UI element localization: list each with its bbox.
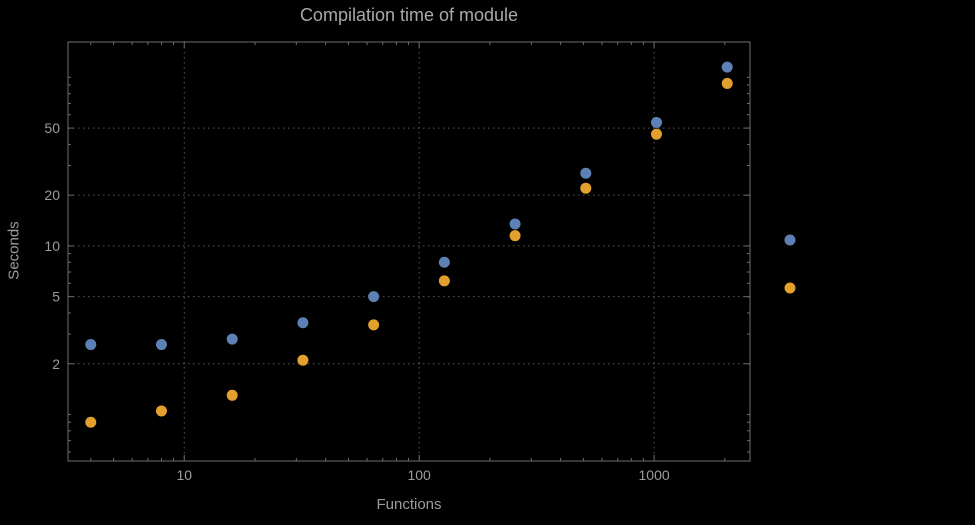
point-series-2-x1024 [651, 128, 663, 140]
chart-title: Compilation time of module [299, 5, 519, 25]
point-series-2-x16 [226, 389, 238, 401]
x-tick-label-1000: 1000 [639, 467, 670, 483]
y-tick-label-5: 5 [52, 289, 60, 305]
y-tick-label-10: 10 [44, 238, 60, 254]
point-series-1-x8 [155, 339, 167, 351]
point-series-1-x1024 [651, 116, 663, 128]
point-series-2-x8 [155, 405, 167, 417]
point-series-2-x32 [297, 354, 309, 366]
point-series-1-x512 [580, 167, 592, 179]
y-tick-label-20: 20 [44, 187, 60, 203]
point-series-1-x16 [226, 333, 238, 345]
legend-marker-series-1 [784, 234, 796, 246]
point-series-2-x256 [509, 230, 521, 242]
plot-frame [67, 41, 751, 462]
point-series-1-x2048 [721, 61, 733, 73]
point-series-2-x4 [85, 416, 97, 428]
x-tick-label-10: 10 [176, 467, 192, 483]
point-series-2-x512 [580, 182, 592, 194]
x-tick-label-100: 100 [407, 467, 431, 483]
point-series-1-x64 [368, 291, 380, 303]
point-series-2-x64 [368, 319, 380, 331]
point-series-1-x256 [509, 218, 521, 230]
point-series-2-x128 [438, 275, 450, 287]
y-tick-label-50: 50 [44, 120, 60, 136]
point-series-1-x128 [438, 256, 450, 268]
point-series-1-x32 [297, 317, 309, 329]
x-axis-label: Functions [376, 496, 442, 513]
legend-marker-series-2 [784, 282, 796, 294]
y-tick-label-2: 2 [52, 356, 60, 372]
point-series-1-x4 [85, 339, 97, 351]
point-series-2-x2048 [721, 77, 733, 89]
